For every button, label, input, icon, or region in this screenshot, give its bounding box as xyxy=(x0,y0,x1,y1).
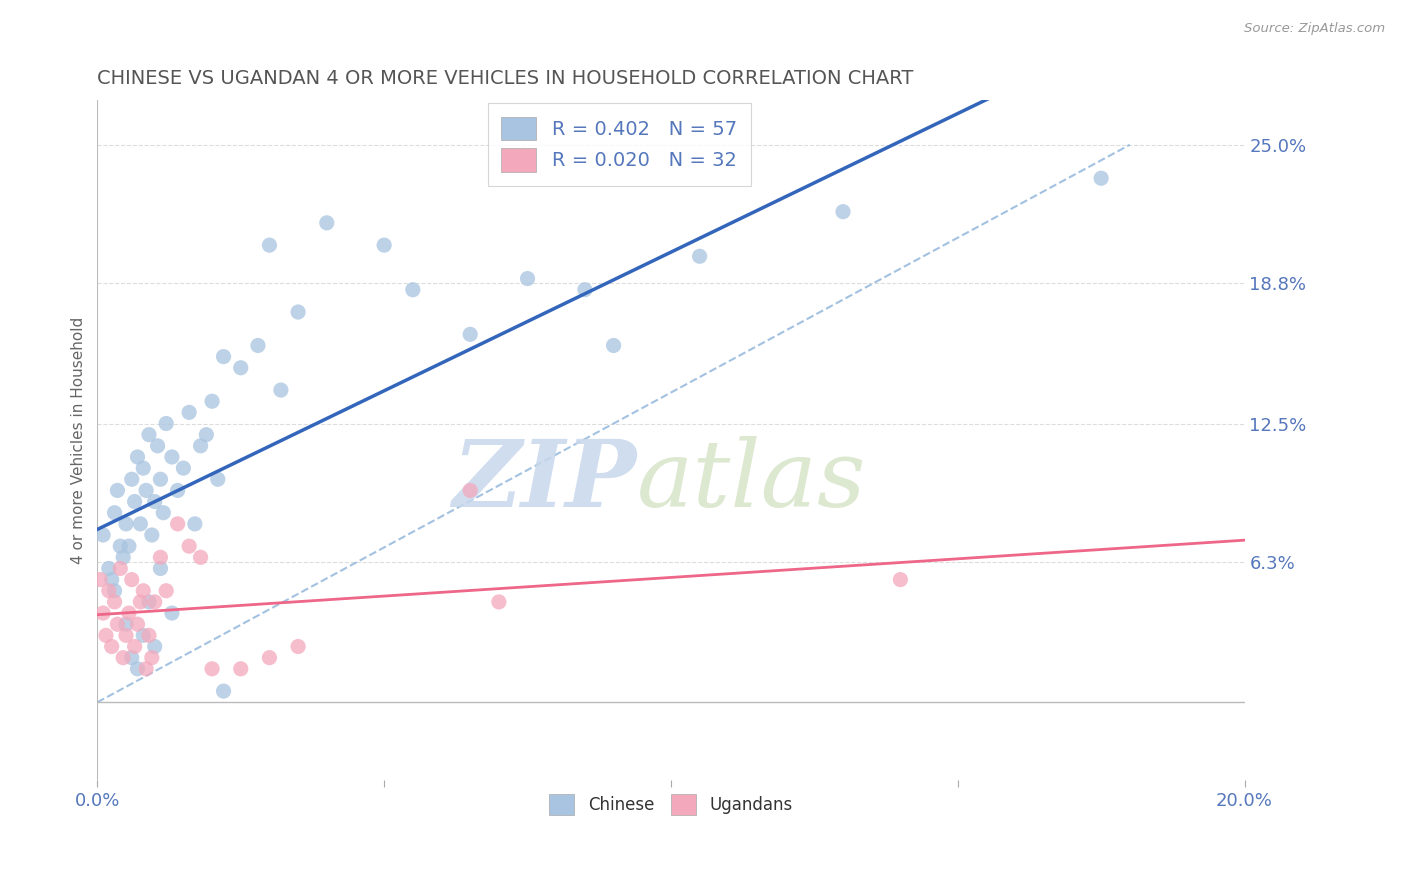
Point xyxy=(100,640,122,654)
Point xyxy=(121,573,143,587)
Point xyxy=(138,628,160,642)
Point xyxy=(458,327,481,342)
Point xyxy=(270,383,292,397)
Point xyxy=(179,539,201,553)
Point xyxy=(138,595,160,609)
Y-axis label: 4 or more Vehicles in Household: 4 or more Vehicles in Household xyxy=(72,317,86,564)
Legend: Chinese, Ugandans: Chinese, Ugandans xyxy=(541,786,801,823)
Point xyxy=(184,516,207,531)
Point xyxy=(190,550,212,565)
Point xyxy=(129,516,152,531)
Point xyxy=(160,450,183,464)
Point xyxy=(201,662,224,676)
Point xyxy=(112,550,135,565)
Point xyxy=(143,494,166,508)
Point xyxy=(212,684,235,698)
Point xyxy=(91,528,114,542)
Point xyxy=(110,561,132,575)
Point xyxy=(516,271,538,285)
Point xyxy=(1090,171,1112,186)
Point xyxy=(315,216,337,230)
Point xyxy=(103,506,125,520)
Point xyxy=(155,583,177,598)
Point xyxy=(832,204,855,219)
Point xyxy=(124,494,146,508)
Point xyxy=(152,506,174,520)
Point xyxy=(97,583,120,598)
Point xyxy=(115,628,138,642)
Point xyxy=(124,640,146,654)
Point xyxy=(135,483,157,498)
Point xyxy=(602,338,624,352)
Point xyxy=(97,561,120,575)
Point xyxy=(138,427,160,442)
Point xyxy=(103,583,125,598)
Point xyxy=(190,439,212,453)
Point xyxy=(110,539,132,553)
Point xyxy=(107,617,129,632)
Point xyxy=(141,650,163,665)
Point xyxy=(246,338,269,352)
Point xyxy=(135,662,157,676)
Point xyxy=(89,573,111,587)
Point xyxy=(132,628,155,642)
Point xyxy=(689,249,711,263)
Point xyxy=(121,472,143,486)
Point xyxy=(149,472,172,486)
Point xyxy=(149,550,172,565)
Point xyxy=(229,360,252,375)
Point xyxy=(458,483,481,498)
Point xyxy=(94,628,117,642)
Text: CHINESE VS UGANDAN 4 OR MORE VEHICLES IN HOUSEHOLD CORRELATION CHART: CHINESE VS UGANDAN 4 OR MORE VEHICLES IN… xyxy=(97,69,914,87)
Point xyxy=(259,650,281,665)
Point xyxy=(91,606,114,620)
Text: atlas: atlas xyxy=(637,436,866,526)
Point xyxy=(287,305,309,319)
Point xyxy=(212,350,235,364)
Point xyxy=(195,427,218,442)
Point xyxy=(118,606,141,620)
Point xyxy=(127,662,149,676)
Point xyxy=(112,650,135,665)
Point xyxy=(402,283,425,297)
Point xyxy=(149,561,172,575)
Point xyxy=(166,516,188,531)
Point xyxy=(229,662,252,676)
Text: ZIP: ZIP xyxy=(453,436,637,526)
Point xyxy=(129,595,152,609)
Point xyxy=(132,583,155,598)
Point xyxy=(118,539,141,553)
Point xyxy=(121,650,143,665)
Text: Source: ZipAtlas.com: Source: ZipAtlas.com xyxy=(1244,22,1385,36)
Point xyxy=(488,595,510,609)
Point xyxy=(373,238,395,252)
Point xyxy=(166,483,188,498)
Point xyxy=(574,283,596,297)
Point xyxy=(141,528,163,542)
Point xyxy=(889,573,911,587)
Point xyxy=(160,606,183,620)
Point xyxy=(115,617,138,632)
Point xyxy=(127,617,149,632)
Point xyxy=(100,573,122,587)
Point xyxy=(287,640,309,654)
Point xyxy=(143,595,166,609)
Point xyxy=(107,483,129,498)
Point xyxy=(259,238,281,252)
Point xyxy=(201,394,224,409)
Point xyxy=(103,595,125,609)
Point xyxy=(127,450,149,464)
Point xyxy=(146,439,169,453)
Point xyxy=(207,472,229,486)
Point xyxy=(132,461,155,475)
Point xyxy=(155,417,177,431)
Point xyxy=(179,405,201,419)
Point xyxy=(115,516,138,531)
Point xyxy=(143,640,166,654)
Point xyxy=(172,461,194,475)
